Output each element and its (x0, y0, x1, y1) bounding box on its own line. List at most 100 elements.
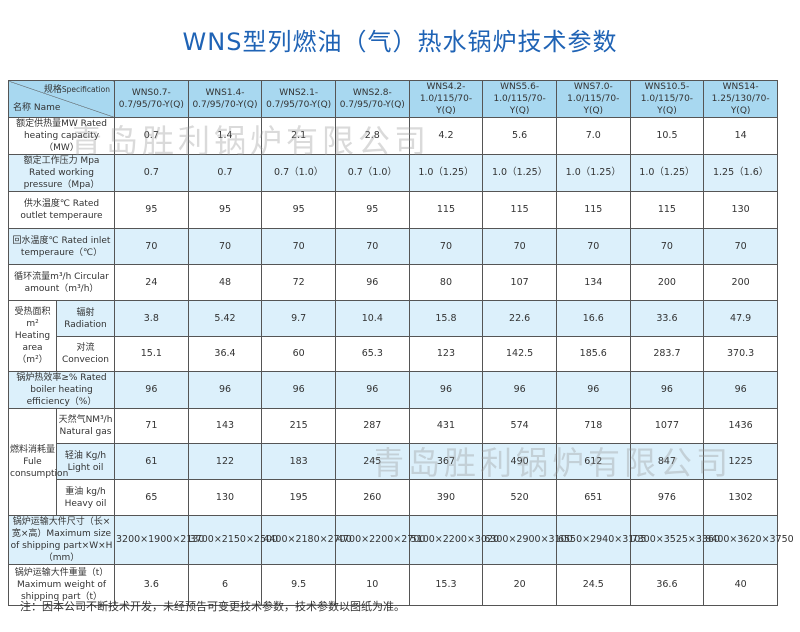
value-cell: 3.8 (114, 300, 189, 337)
model-name: WNS0.7- (131, 88, 171, 98)
value-cell: 1.25（1.6） (703, 154, 778, 192)
value-cell: 1077 (629, 408, 705, 444)
table-row: 额定供热量MW Rated heating capacity（MW） 0.7 1.4… (8, 117, 778, 155)
model-name: WNS1.4- (205, 88, 245, 98)
header-row: 规格Specification 名称 Name WNS0.7- 0.7/95/70-Y… (8, 80, 778, 118)
table-row: 轻油 Kg/h Light oil 61 122 183 245 367 490 612 847… (9, 443, 778, 480)
value-cell: 7.0 (555, 117, 631, 155)
value-cell: 71 (114, 408, 189, 444)
model-header: WNS5.6- 1.0/115/70-Y(Q) (482, 80, 557, 118)
value-cell: 24 (114, 264, 189, 301)
value-cell: 8400×3620×3750 (703, 515, 794, 565)
table-row: 供水温度℃ Rated outlet temperaure 95 95 95 95 115… (8, 191, 778, 229)
model-spec: 1.0/115/70-Y(Q) (419, 94, 473, 116)
row-label: 锅炉运输大件尺寸（长×宽×高）Maximum size of shipping … (8, 515, 115, 565)
model-header: WNS4.2- 1.0/115/70-Y(Q) (408, 80, 484, 118)
value-cell: 1.0（1.25） (408, 154, 484, 192)
model-header: WNS2.1- 0.7/95/70-Y(Q) (261, 80, 336, 118)
value-cell: 6300×2900×3100 (482, 515, 573, 565)
footnote: 注：因本公司不断技术开发，未经预告可变更技术参数，技术参数以图纸为准。 (20, 600, 405, 613)
table-row: 锅炉运输大件尺寸（长×宽×高）Maximum size of shipping … (8, 515, 794, 565)
value-cell: 96 (334, 264, 410, 301)
model-spec: 1.0/115/70-Y(Q) (493, 94, 546, 116)
value-cell: 9.7 (261, 300, 336, 337)
value-cell: 0.7（1.0） (334, 154, 410, 192)
value-cell: 96 (408, 371, 484, 409)
value-cell: 96 (187, 371, 263, 409)
value-cell: 1.0（1.25） (555, 154, 631, 192)
value-cell: 3.6 (114, 564, 189, 606)
model-spec: 0.7/95/70-Y(Q) (192, 100, 258, 110)
value-cell: 7300×3525×3360 (629, 515, 720, 565)
row-label: 对流 Convecion (56, 336, 115, 372)
model-header: WNS0.7- 0.7/95/70-Y(Q) (114, 80, 189, 118)
model-name: WNS2.8- (352, 88, 392, 98)
value-cell: 390 (408, 479, 484, 516)
row-label: 循环流量m³/h Circular amount（m³/h） (8, 264, 115, 301)
value-cell: 9.5 (261, 564, 336, 606)
value-cell: 96 (629, 371, 705, 409)
value-cell: 72 (261, 264, 336, 301)
value-cell: 40 (703, 564, 778, 606)
value-cell: 115 (555, 191, 631, 229)
table-row: 对流 Convecion 15.1 36.4 60 65.3 123 142.5 185.6 2… (9, 336, 778, 372)
value-cell: 61 (114, 443, 189, 480)
value-cell: 10.4 (334, 300, 410, 337)
value-cell: 122 (187, 443, 263, 480)
value-cell: 4.2 (408, 117, 484, 155)
value-cell: 520 (482, 479, 557, 516)
value-cell: 70 (408, 228, 484, 265)
value-cell: 718 (555, 408, 631, 444)
value-cell: 431 (408, 408, 484, 444)
value-cell: 36.6 (629, 564, 705, 606)
value-cell: 283.7 (629, 336, 705, 372)
value-cell: 367 (408, 443, 484, 480)
model-header: WNS14- 1.25/130/70-Y(Q) (703, 80, 778, 118)
value-cell: 70 (334, 228, 410, 265)
value-cell: 70 (629, 228, 705, 265)
value-cell: 14 (703, 117, 778, 155)
value-cell: 115 (629, 191, 705, 229)
value-cell: 651 (555, 479, 631, 516)
value-cell: 36.4 (187, 336, 263, 372)
value-cell: 143 (187, 408, 263, 444)
row-label: 辐射 Radiation (56, 300, 115, 337)
value-cell: 16.6 (555, 300, 631, 337)
value-cell: 2.8 (334, 117, 410, 155)
table-row: 锅炉热效率≥% Rated boiler heating efficiency（… (8, 371, 778, 409)
value-cell: 47.9 (703, 300, 778, 337)
value-cell: 6550×2940×3105 (555, 515, 646, 565)
table-row: 额定工作压力 Mpa Rated working pressure（Mpa） 0.… (8, 154, 778, 192)
value-cell: 1225 (703, 443, 778, 480)
value-cell: 0.7 (187, 154, 263, 192)
row-label: 回水温度℃ Rated inlet temperaure（℃） (8, 228, 115, 265)
value-cell: 95 (334, 191, 410, 229)
value-cell: 612 (555, 443, 631, 480)
model-spec: 1.0/115/70-Y(Q) (640, 94, 694, 116)
value-cell: 60 (261, 336, 336, 372)
table-row: 燃料消耗量 Fule consumption 天然气NM³/h Natural g… (8, 408, 778, 516)
name-label: 名称 Name (13, 103, 61, 113)
spec-label: 规格 (43, 85, 62, 95)
table-row: 重油 kg/h Heavy oil 65 130 195 260 390 520 651 976… (9, 479, 778, 516)
value-cell: 195 (261, 479, 336, 516)
value-cell: 370.3 (703, 336, 778, 372)
value-cell: 260 (334, 479, 410, 516)
header-corner: 规格Specification 名称 Name (8, 80, 115, 118)
value-cell: 976 (629, 479, 705, 516)
value-cell: 96 (261, 371, 336, 409)
page-title: WNS型列燃油（气）热水锅炉技术参数 (182, 28, 618, 56)
row-label: 天然气NM³/h Natural gas (56, 408, 115, 444)
model-spec: 0.7/95/70-Y(Q) (266, 100, 332, 110)
value-cell: 0.7（1.0） (261, 154, 336, 192)
model-name: WNS5.6- (500, 82, 540, 92)
model-name: WNS7.0- (573, 82, 613, 92)
value-cell: 183 (261, 443, 336, 480)
value-cell: 20 (482, 564, 557, 606)
value-cell: 123 (408, 336, 484, 372)
value-cell: 215 (261, 408, 336, 444)
value-cell: 15.3 (408, 564, 484, 606)
value-cell: 33.6 (629, 300, 705, 337)
value-cell: 10.5 (629, 117, 705, 155)
model-spec: 0.7/95/70-Y(Q) (118, 100, 184, 110)
